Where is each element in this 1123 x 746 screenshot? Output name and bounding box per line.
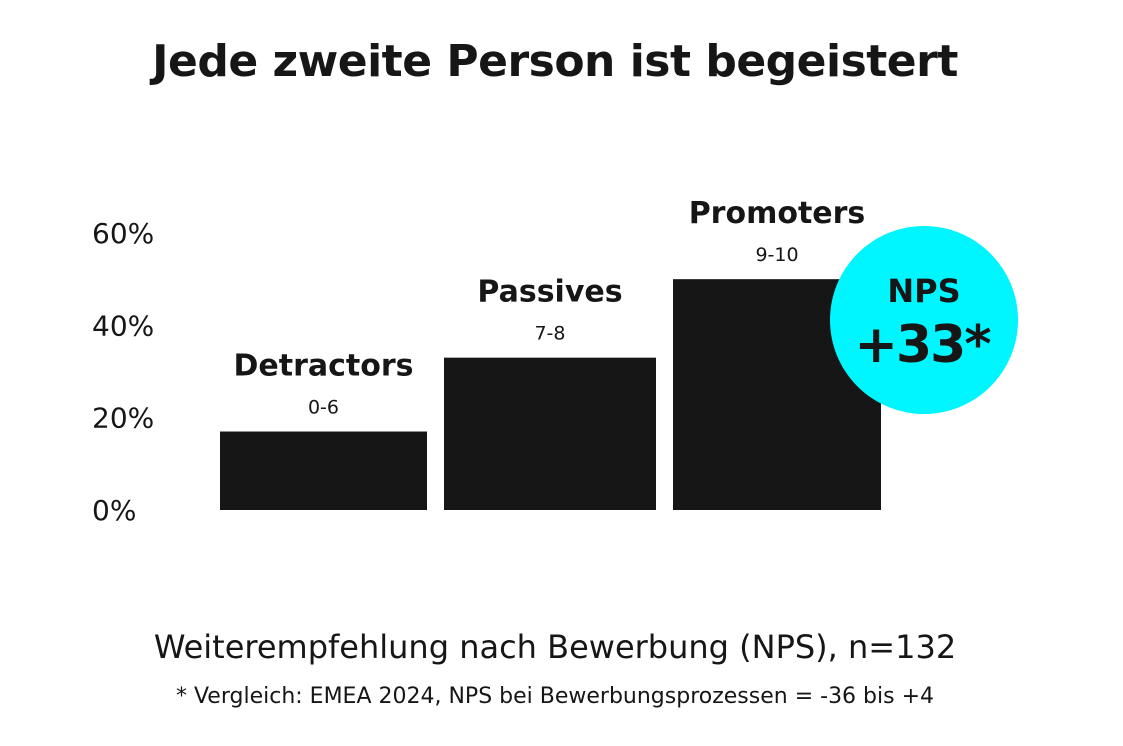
bar-passives [444,357,656,510]
nps-badge-value: +33* [854,315,991,375]
category-range-label: 7-8 [534,323,565,345]
category-range-label: 0-6 [308,397,339,419]
category-range-label: 9-10 [755,244,798,266]
category-label: Detractors [233,349,413,384]
y-tick-label: 40% [92,309,154,342]
category-label: Promoters [689,196,866,231]
y-tick-label: 20% [92,402,154,435]
nps-badge [830,226,1018,414]
nps-badge-label: NPS [887,272,960,310]
y-tick-label: 0% [92,494,136,527]
bar-detractors [220,431,427,510]
footnote: * Vergleich: EMEA 2024, NPS bei Bewerbun… [175,684,935,709]
chart-subtitle: Weiterempfehlung nach Bewerbung (NPS), n… [153,628,957,666]
category-label: Passives [477,275,622,310]
y-tick-label: 60% [92,217,154,250]
chart-title: Jede zweite Person ist begeistert [152,36,958,87]
